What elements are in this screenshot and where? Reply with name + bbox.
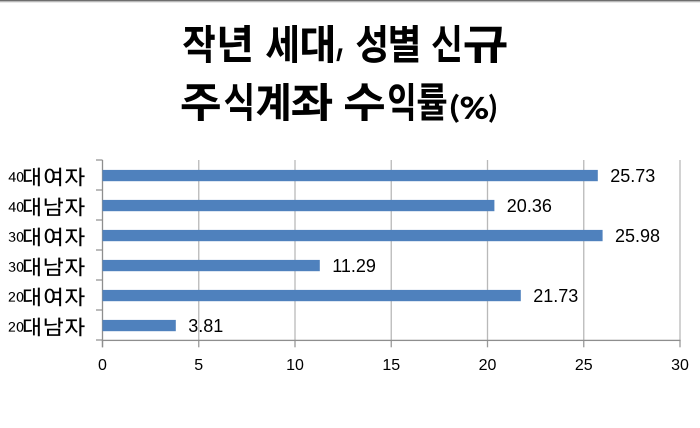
svg-text:15: 15	[382, 357, 400, 374]
svg-text:11.29: 11.29	[332, 256, 376, 276]
svg-text:10: 10	[286, 357, 304, 374]
svg-text:30: 30	[671, 357, 689, 374]
svg-text:21.73: 21.73	[533, 286, 578, 306]
svg-text:0: 0	[98, 357, 107, 374]
svg-text:5: 5	[194, 357, 203, 374]
svg-text:25.98: 25.98	[615, 226, 660, 246]
svg-text:25: 25	[575, 357, 593, 374]
svg-text:20.36: 20.36	[507, 196, 552, 216]
svg-text:25.73: 25.73	[610, 166, 655, 186]
svg-text:3.81: 3.81	[188, 316, 223, 336]
svg-text:20: 20	[479, 357, 497, 374]
